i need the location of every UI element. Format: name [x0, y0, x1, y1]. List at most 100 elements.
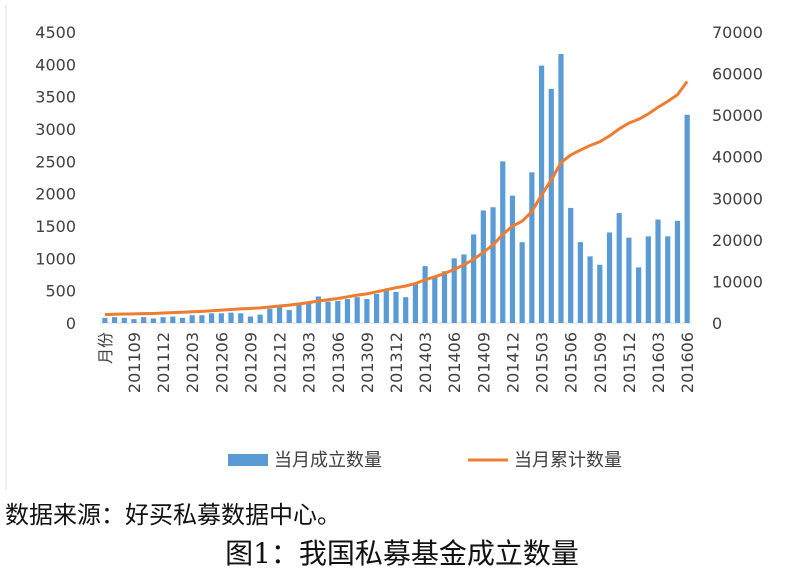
bar [170, 316, 176, 323]
y-tick-label: 0 [66, 314, 76, 333]
bar [247, 316, 254, 323]
x-tick-label: 201212 [271, 332, 290, 393]
bar [441, 271, 448, 323]
x-tick-label: 201406 [445, 332, 464, 393]
bar [529, 172, 535, 323]
x-tick-label: 201509 [591, 332, 610, 393]
bar [655, 219, 661, 323]
bar [228, 312, 234, 323]
bar [189, 315, 195, 323]
bar [500, 161, 506, 323]
bar [432, 276, 438, 323]
x-tick-label: 201209 [241, 332, 260, 393]
x-tick-label: 月份 [96, 332, 115, 364]
x-tick-label: 201112 [154, 332, 173, 393]
x-tick-label: 201606 [678, 332, 697, 393]
x-tick-label: 201312 [387, 332, 406, 393]
x-tick-label: 201309 [358, 332, 377, 393]
bar [325, 301, 331, 323]
y2-tick-label: 50000 [712, 106, 763, 125]
line [104, 80, 689, 317]
bar [519, 242, 525, 323]
x-tick-label: 201403 [416, 332, 435, 393]
bar [451, 258, 457, 323]
x-tick-label: 201412 [503, 332, 522, 393]
x-tick-label: 201506 [562, 332, 581, 393]
bar [606, 232, 613, 323]
bar [636, 267, 642, 323]
bar [626, 237, 632, 323]
y-tick-label: 3500 [35, 88, 76, 107]
bar [111, 317, 118, 323]
bar [306, 301, 312, 323]
x-tick-label: 201603 [649, 332, 668, 393]
bar [509, 195, 516, 323]
y-tick-label: 4000 [35, 55, 76, 74]
legend-swatch [228, 454, 268, 466]
x-tick-label: 201503 [533, 332, 552, 393]
y-tick-label: 2000 [35, 185, 76, 204]
y-tick-label: 4500 [35, 23, 76, 42]
bar [335, 301, 341, 323]
y2-tick-label: 30000 [712, 189, 763, 208]
x-tick-label: 201109 [125, 332, 144, 393]
bar [548, 88, 554, 323]
bar [150, 318, 156, 323]
x-tick-label: 201303 [300, 332, 319, 393]
x-tick-label: 201206 [212, 332, 231, 393]
legend-label: 当月累计数量 [514, 450, 622, 471]
bar [587, 256, 593, 323]
bar [577, 242, 583, 323]
x-tick-label: 201203 [183, 332, 202, 393]
y2-tick-label: 20000 [712, 231, 763, 250]
bar [665, 236, 671, 323]
bar [257, 314, 263, 323]
bar [296, 303, 302, 323]
bar [209, 313, 215, 323]
bar [422, 266, 428, 323]
bar [160, 317, 166, 323]
bar [199, 315, 205, 323]
bar [393, 291, 399, 323]
bar [286, 310, 292, 323]
bar [121, 317, 127, 323]
x-tick-label: 201512 [620, 332, 639, 393]
bar [558, 53, 564, 324]
bar [616, 213, 622, 323]
legend-label: 当月成立数量 [274, 450, 382, 471]
bar [412, 282, 419, 323]
bar [276, 306, 283, 323]
bar [684, 114, 690, 323]
bar [238, 313, 244, 323]
bar [315, 296, 321, 323]
bar [344, 299, 351, 323]
bar [568, 207, 574, 323]
bar [490, 207, 496, 323]
bar [674, 220, 681, 323]
y-tick-label: 3000 [35, 120, 76, 139]
x-tick-label: 201409 [474, 332, 493, 393]
bar [461, 254, 467, 323]
bar [471, 234, 477, 323]
bar [645, 236, 651, 323]
y-tick-label: 2500 [35, 152, 76, 171]
y2-tick-label: 40000 [712, 148, 763, 167]
bar [383, 290, 389, 323]
y2-tick-label: 60000 [712, 65, 763, 84]
bar [354, 297, 360, 323]
bar [480, 210, 486, 323]
figure-caption: 图1：我国私募基金成立数量 [225, 537, 579, 570]
y2-tick-label: 0 [712, 314, 722, 333]
bar [364, 299, 370, 323]
bar [267, 308, 273, 323]
y2-tick-label: 70000 [712, 23, 763, 42]
y2-tick-label: 10000 [712, 272, 763, 291]
bar [218, 313, 224, 323]
y-tick-label: 1000 [35, 249, 76, 268]
y-tick-label: 1500 [35, 217, 76, 236]
x-tick-label: 201306 [329, 332, 348, 393]
bar [141, 317, 147, 323]
bar [179, 317, 186, 323]
y-tick-label: 500 [45, 282, 76, 301]
